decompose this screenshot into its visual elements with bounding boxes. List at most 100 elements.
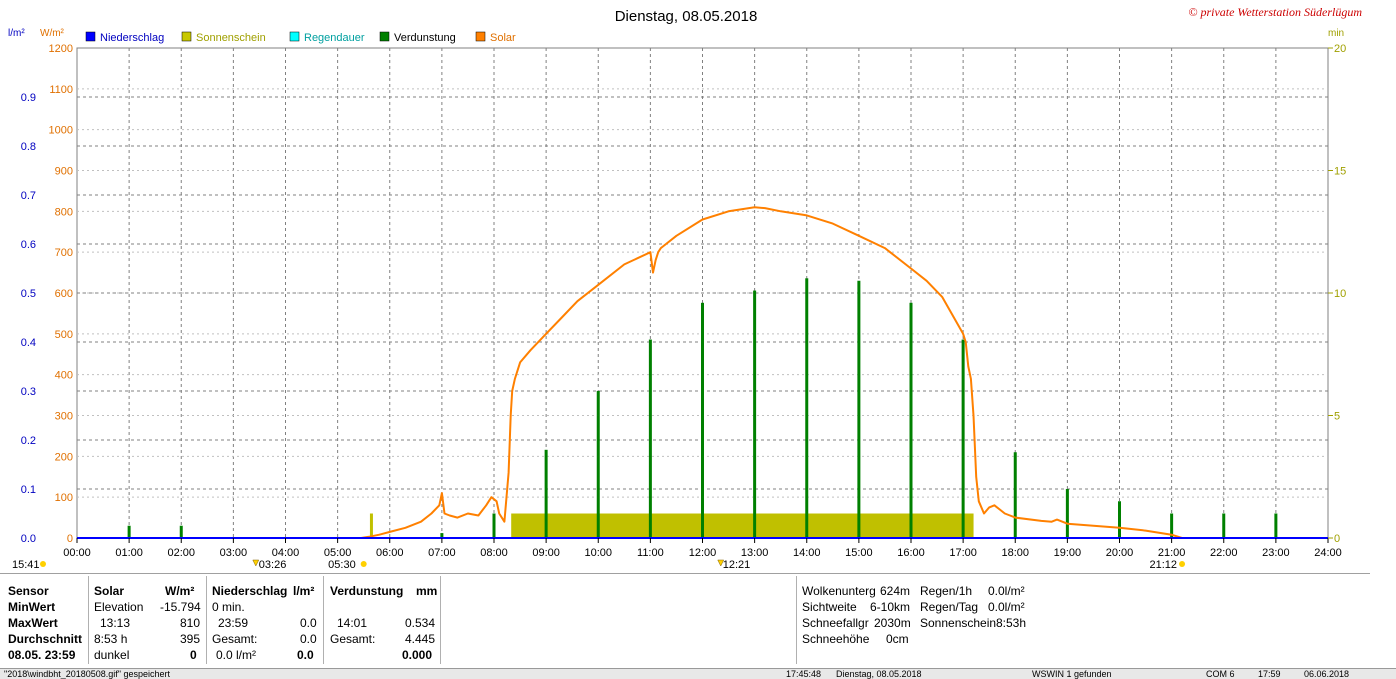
verdunstung-bar xyxy=(544,449,548,538)
precip-r4b: 0.0 xyxy=(297,648,314,662)
solar-r2b: 810 xyxy=(180,616,201,630)
evap-r2b: 0.534 xyxy=(405,616,436,630)
status-date: Dienstag, 08.05.2018 xyxy=(836,669,922,679)
solar-tick-label: 1100 xyxy=(49,84,73,96)
precip-tick-label: 0.3 xyxy=(21,386,36,398)
precip-tick-label: 0.8 xyxy=(21,141,36,153)
weather-label-1: Sichtweite xyxy=(802,600,857,614)
precip-r3b: 0.0 xyxy=(300,632,317,646)
precip-tick-label: 0.9 xyxy=(21,92,36,104)
verdunstung-bar xyxy=(1222,513,1226,538)
weather-value-2: 2030m xyxy=(874,616,911,630)
rain-value-2: 8:53h xyxy=(996,616,1027,630)
minutes-unit-label: min xyxy=(1328,28,1344,39)
precip-tick-label: 0.0 xyxy=(21,533,36,545)
solar-tick-label: 900 xyxy=(55,166,73,178)
rain-value-1: 0.0l/m² xyxy=(988,600,1025,614)
verdunstung-bar xyxy=(127,525,131,538)
solar-tick-label: 800 xyxy=(55,206,73,218)
precip-tick-label: 0.4 xyxy=(21,337,36,349)
precip-unit: l/m² xyxy=(293,584,315,598)
copyright-label: © private Wetterstation Süderlügum xyxy=(1188,5,1362,19)
x-tick-label: 05:00 xyxy=(324,547,352,559)
solar-unit: W/m² xyxy=(165,584,195,598)
precip-r2b: 0.0 xyxy=(300,616,317,630)
precip-tick-label: 0.5 xyxy=(21,288,36,300)
weather-label-3: Schneehöhe xyxy=(802,632,870,646)
legend-swatch xyxy=(379,31,390,42)
x-tick-label: 16:00 xyxy=(897,547,925,559)
evap-r3b: 4.445 xyxy=(405,632,436,646)
noon-label: 12:21 xyxy=(723,559,751,571)
precip-unit-label: l/m² xyxy=(8,28,25,39)
precip-tick-label: 0.6 xyxy=(21,239,36,251)
solar-tick-label: 1000 xyxy=(49,125,73,137)
solar-r3b: 395 xyxy=(180,632,201,646)
verdunstung-bar xyxy=(805,278,809,538)
verdunstung-bar xyxy=(857,280,861,538)
rain-label-2: Sonnenschein xyxy=(920,616,997,630)
status-file: "2018\windbht_20180508.gif" gespeichert xyxy=(4,669,171,679)
solar-tick-label: 500 xyxy=(55,329,73,341)
status-ws: WSWIN 1 gefunden xyxy=(1032,669,1112,679)
solar-tick-label: 300 xyxy=(55,411,73,423)
status-time: 17:45:48 xyxy=(786,669,822,679)
verdunstung-bar xyxy=(1013,452,1017,538)
x-tick-label: 06:00 xyxy=(376,547,404,559)
minutes-tick-label: 5 xyxy=(1334,411,1340,423)
solar-r4a: dunkel xyxy=(94,648,130,662)
x-tick-label: 17:00 xyxy=(949,547,977,559)
evap-r3a: Gesamt: xyxy=(330,632,376,646)
evap-r4b: 0.000 xyxy=(402,648,433,662)
solar-tick-label: 100 xyxy=(55,492,73,504)
solar-r4b: 0 xyxy=(190,648,197,662)
x-tick-label: 02:00 xyxy=(167,547,195,559)
verdunstung-bar xyxy=(179,525,183,538)
status-today: 06.06.2018 xyxy=(1304,669,1350,679)
status-clock: 17:59 xyxy=(1258,669,1281,679)
stats-panel xyxy=(0,573,1370,666)
verdunstung-bar xyxy=(492,513,496,538)
rain-label-1: Regen/Tag xyxy=(920,600,979,614)
maxwert-label: MaxWert xyxy=(8,616,58,630)
verdunstung-bar xyxy=(648,339,652,538)
sunshine-bar xyxy=(369,513,373,538)
x-tick-label: 00:00 xyxy=(63,547,91,559)
verdunstung-bar xyxy=(1118,501,1121,538)
weather-label-0: Wolkenunterg xyxy=(802,584,876,598)
legend-swatch xyxy=(85,31,96,42)
solar-r1b: -15.794 xyxy=(160,600,201,614)
status-com: COM 6 xyxy=(1206,669,1235,679)
verdunstung-bars xyxy=(127,278,1278,538)
legend-swatch xyxy=(475,31,486,42)
dawn-label: 03:26 xyxy=(259,559,287,571)
legend-label: Regendauer xyxy=(304,32,365,44)
x-tick-label: 21:00 xyxy=(1158,547,1186,559)
solar-tick-label: 1200 xyxy=(49,43,73,55)
x-tick-label: 24:00 xyxy=(1314,547,1342,559)
verdunstung-bar xyxy=(1170,513,1174,538)
x-tick-label: 07:00 xyxy=(428,547,456,559)
x-tick-label: 22:00 xyxy=(1210,547,1238,559)
legend-label: Sonnenschein xyxy=(196,32,266,44)
sun-dot xyxy=(40,561,46,567)
legend-swatch xyxy=(181,31,192,42)
verdunstung-bar xyxy=(596,391,600,538)
sun-arrow xyxy=(717,559,725,567)
minutes-tick-label: 10 xyxy=(1334,288,1346,300)
chart-legend: Niederschlag Sonnenschein Regendauer Verdun… xyxy=(85,31,516,44)
minutes-tick-label: 15 xyxy=(1334,166,1346,178)
evap-unit: mm xyxy=(416,584,438,598)
solar-tick-label: 0 xyxy=(67,533,73,545)
precip-r2a: 23:59 xyxy=(218,616,249,630)
x-tick-label: 04:00 xyxy=(272,547,300,559)
sunshine-bar xyxy=(511,513,974,538)
left-time-label: 15:41 xyxy=(12,559,40,571)
verdunstung-bar xyxy=(1065,489,1069,538)
solar-r3a: 8:53 h xyxy=(94,632,128,646)
verdunstung-bar xyxy=(909,302,913,538)
verdunstung-bar xyxy=(1274,513,1278,538)
precip-tick-label: 0.7 xyxy=(21,190,36,202)
weather-chart: 00:00 01:00 02:00 03:00 04:00 05:00 06:00 07:00… xyxy=(8,5,1362,571)
minwert-label: MinWert xyxy=(8,600,56,614)
